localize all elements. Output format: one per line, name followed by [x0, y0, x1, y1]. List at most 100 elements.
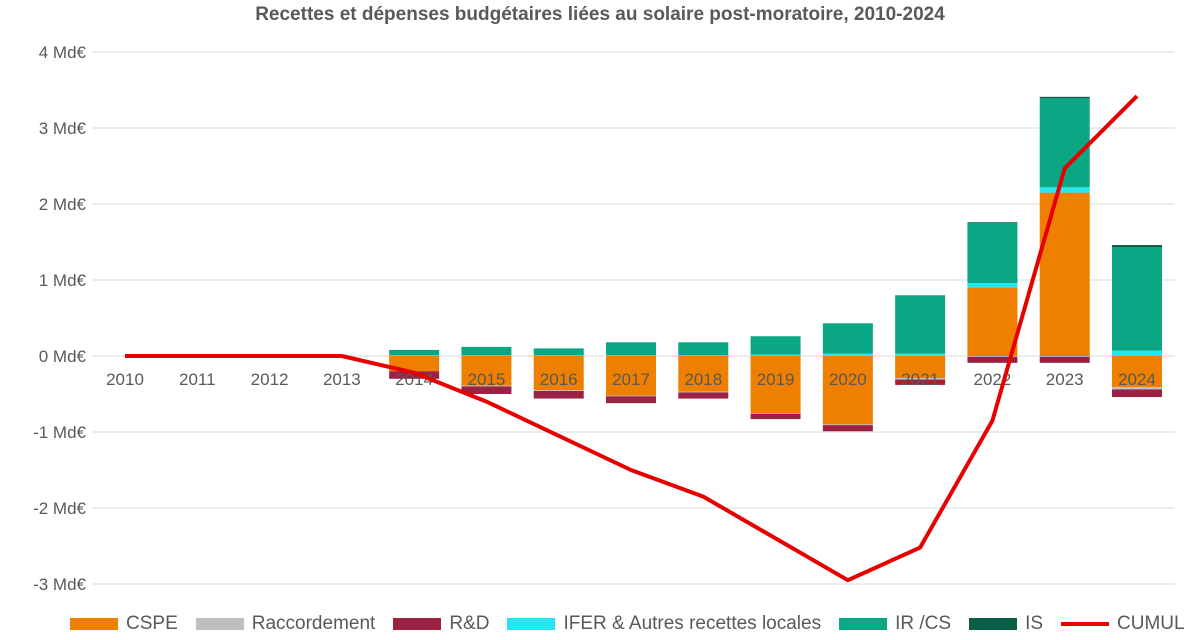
legend-item: CSPE: [70, 613, 178, 635]
bar-r-d-2018: [678, 392, 729, 399]
bar-ifer-autres-recettes-locales-2017: [606, 355, 656, 356]
bar-ir-cs-2018: [678, 342, 729, 356]
bar-r-d-2020: [822, 425, 873, 432]
bar-r-d-2014: [389, 371, 440, 379]
bar-ifer-autres-recettes-locales-2024: [1112, 350, 1162, 356]
x-tick-label: 2017: [612, 370, 650, 389]
bar-cspe-2021: [895, 356, 946, 379]
legend-item: CUMUL: [1061, 613, 1185, 635]
bar-ir-cs-2022: [967, 223, 1018, 284]
bar-r-d-2016: [533, 390, 584, 399]
x-tick-label: 2018: [684, 370, 722, 389]
bar-raccordement-2019: [750, 413, 801, 414]
bar-raccordement-2018: [678, 391, 729, 393]
legend-label: IFER & Autres recettes locales: [563, 613, 822, 634]
bar-ifer-autres-recettes-locales-2016: [533, 355, 584, 356]
bar-ir-cs-2016: [533, 348, 584, 356]
y-tick-label: -1 Md€: [33, 423, 86, 442]
chart-title: Recettes et dépenses budgétaires liées a…: [255, 4, 945, 25]
bar-ifer-autres-recettes-locales-2022: [967, 283, 1018, 288]
bar-raccordement-2016: [533, 390, 584, 391]
bar-r-d-2023: [1039, 356, 1090, 363]
bar-ir-cs-2024: [1112, 247, 1162, 351]
legend: CSPE Raccordement R&D IFER & Autres recette…: [70, 613, 1185, 635]
bar-ifer-autres-recettes-locales-2015: [461, 355, 512, 356]
bar-cspe-2019: [750, 356, 801, 413]
bar-ifer-autres-recettes-locales-2023: [1039, 187, 1090, 193]
x-tick-label: 2010: [106, 370, 144, 389]
legend-label: IS: [1025, 613, 1044, 634]
bar-raccordement-2021: [895, 378, 946, 380]
bar-raccordement-2017: [606, 395, 656, 397]
x-tick-label: 2011: [179, 370, 216, 389]
legend-label: R&D: [449, 613, 490, 634]
bar-raccordement-2020: [822, 424, 873, 426]
bar-ifer-autres-recettes-locales-2018: [678, 355, 729, 356]
x-tick-label: 2024: [1118, 370, 1156, 389]
bar-raccordement-2024: [1112, 387, 1162, 390]
legend-item: IFER & Autres recettes locales: [507, 613, 821, 635]
bar-raccordement-2015: [461, 385, 512, 387]
bar-is-2023: [1039, 96, 1090, 99]
bar-cspe-2018: [678, 356, 729, 392]
legend-swatch: [969, 618, 1018, 630]
legend-item: IS: [969, 613, 1043, 635]
y-tick-label: 1 Md€: [39, 271, 87, 290]
bar-r-d-2017: [606, 396, 656, 404]
x-tick-label: 2019: [757, 370, 795, 389]
bar-ir-cs-2017: [606, 342, 656, 356]
y-tick-label: 4 Md€: [39, 43, 87, 62]
legend-swatch: [393, 618, 442, 630]
y-tick-label: -2 Md€: [33, 499, 86, 518]
legend-swatch: [70, 618, 118, 630]
x-tick-label: 2021: [901, 370, 939, 389]
x-tick-label: 2020: [829, 370, 867, 389]
bar-is-2024: [1112, 245, 1162, 248]
legend-item: R&D: [393, 613, 489, 635]
bar-ir-cs-2015: [461, 346, 512, 356]
bar-r-d-2019: [750, 413, 801, 420]
x-tick-label: 2016: [540, 370, 578, 389]
bar-ir-cs-2019: [750, 336, 801, 355]
x-tick-label: 2015: [468, 370, 506, 389]
legend-swatch: [195, 618, 244, 630]
bar-raccordement-2023: [1039, 356, 1090, 357]
legend-label: IR /CS: [895, 613, 952, 634]
x-tick-label: 2012: [251, 370, 289, 389]
bar-cspe-2014: [389, 356, 440, 372]
bar-r-d-2021: [895, 379, 946, 385]
bar-ir-cs-2020: [822, 323, 873, 354]
bar-cspe-2022: [967, 287, 1018, 356]
bar-is-2022: [967, 222, 1018, 223]
bar-ifer-autres-recettes-locales-2021: [895, 353, 946, 356]
bar-r-d-2024: [1112, 389, 1162, 398]
bar-ifer-autres-recettes-locales-2020: [822, 353, 873, 356]
legend-swatch: [507, 618, 556, 630]
y-tick-label: 0 Md€: [39, 347, 87, 366]
y-tick-label: -3 Md€: [33, 575, 86, 594]
x-tick-label: 2013: [323, 370, 361, 389]
bar-cspe-2016: [533, 356, 584, 391]
legend-swatch: [1061, 622, 1110, 626]
legend-label: CUMUL: [1117, 613, 1185, 634]
bar-ifer-autres-recettes-locales-2014: [389, 355, 440, 356]
bar-ir-cs-2021: [895, 295, 946, 354]
legend-item: Raccordement: [195, 613, 375, 635]
bar-raccordement-2022: [967, 356, 1018, 357]
bar-r-d-2022: [967, 356, 1018, 363]
legend-swatch: [839, 618, 888, 630]
bar-ifer-autres-recettes-locales-2019: [750, 354, 801, 356]
y-tick-label: 3 Md€: [39, 119, 87, 138]
bar-cspe-2017: [606, 356, 656, 396]
bar-cspe-2015: [461, 356, 512, 386]
bar-ir-cs-2014: [389, 349, 440, 356]
y-tick-label: 2 Md€: [39, 195, 87, 214]
x-tick-label: 2023: [1046, 370, 1084, 389]
bar-r-d-2015: [461, 386, 512, 394]
legend-label: CSPE: [126, 613, 178, 634]
bar-cspe-2024: [1112, 356, 1162, 388]
legend-item: IR /CS: [839, 613, 951, 635]
bar-cspe-2020: [822, 356, 873, 425]
bar-cspe-2023: [1039, 192, 1090, 356]
